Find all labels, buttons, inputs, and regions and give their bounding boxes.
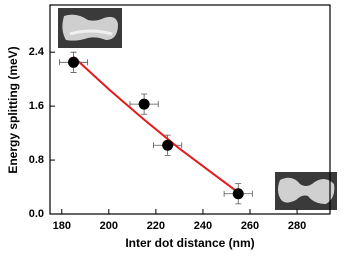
data-point xyxy=(232,188,244,200)
x-tick-label: 260 xyxy=(241,220,259,232)
x-tick-label: 180 xyxy=(53,220,71,232)
x-tick-label: 280 xyxy=(288,220,306,232)
data-point xyxy=(68,56,80,68)
y-axis-label: Energy splitting (meV) xyxy=(6,46,20,173)
x-tick-label: 240 xyxy=(194,220,212,232)
inset-image-top xyxy=(58,8,122,48)
x-tick-label: 220 xyxy=(147,220,165,232)
x-axis-label: Inter dot distance (nm) xyxy=(125,236,254,250)
fit-line xyxy=(72,56,239,194)
y-tick-label: 0.0 xyxy=(29,208,44,220)
inset-image-bottom xyxy=(275,172,337,210)
y-tick-label: 0.8 xyxy=(29,154,44,166)
x-tick-label: 200 xyxy=(100,220,118,232)
y-tick-label: 2.4 xyxy=(29,46,45,58)
y-tick-label: 1.6 xyxy=(29,100,44,112)
plot-frame xyxy=(49,4,331,215)
data-point xyxy=(162,139,174,151)
data-point xyxy=(138,98,150,110)
